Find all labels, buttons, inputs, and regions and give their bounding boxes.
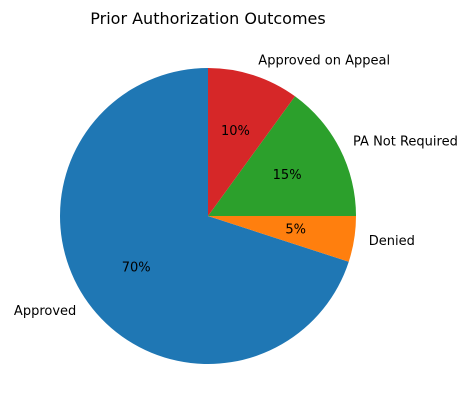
slice-label-denied: Denied <box>369 234 415 249</box>
slice-percent-pa-not-required: 15% <box>273 168 302 183</box>
pie-slices <box>60 68 356 364</box>
pie-labels: Approved 70% Denied 5% PA Not Required 15% App… <box>14 54 458 320</box>
pie-slice-denied <box>208 216 356 262</box>
slice-percent-denied: 5% <box>285 222 306 237</box>
chart-title: Prior Authorization Outcomes <box>90 9 325 28</box>
pie-slice-approved-on-appeal <box>208 68 295 216</box>
pie-slice-approved <box>60 68 349 364</box>
slice-percent-approved: 70% <box>122 261 151 276</box>
slice-label-approved: Approved <box>14 304 76 319</box>
slice-percent-approved-on-appeal: 10% <box>221 124 250 139</box>
pie-slice-pa-not-required <box>208 96 356 216</box>
slice-label-approved-on-appeal: Approved on Appeal <box>258 54 390 69</box>
slice-label-pa-not-required: PA Not Required <box>353 135 458 150</box>
